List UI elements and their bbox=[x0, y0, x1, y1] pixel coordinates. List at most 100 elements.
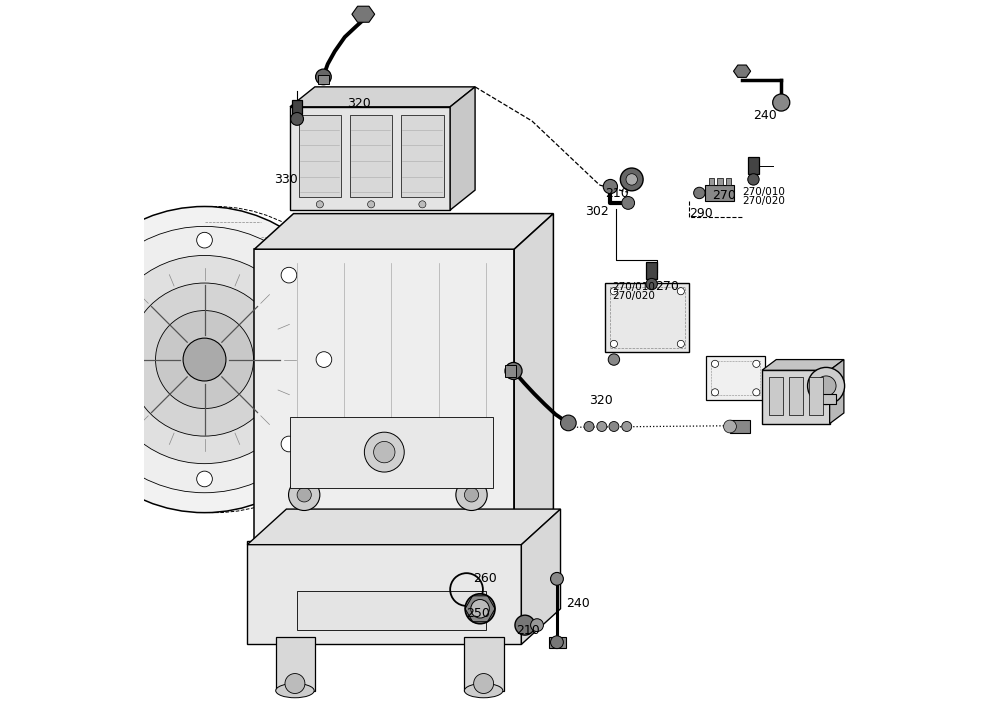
Circle shape bbox=[711, 389, 719, 396]
Bar bbox=[276, 637, 315, 691]
Circle shape bbox=[531, 619, 543, 632]
Bar bbox=[789, 377, 803, 415]
Circle shape bbox=[297, 488, 311, 502]
Circle shape bbox=[773, 94, 790, 111]
Circle shape bbox=[646, 278, 657, 290]
Polygon shape bbox=[450, 87, 475, 210]
Polygon shape bbox=[352, 6, 375, 22]
Bar bbox=[769, 377, 783, 415]
Circle shape bbox=[71, 226, 338, 493]
Circle shape bbox=[677, 288, 684, 295]
Text: 320: 320 bbox=[347, 97, 371, 110]
Bar bbox=[247, 541, 521, 644]
Text: 270: 270 bbox=[712, 189, 736, 202]
Circle shape bbox=[316, 201, 323, 208]
Bar bbox=[610, 287, 685, 348]
Circle shape bbox=[368, 201, 375, 208]
Text: 270/010: 270/010 bbox=[612, 282, 655, 292]
Text: 270/010: 270/010 bbox=[742, 187, 785, 197]
Bar bbox=[299, 115, 341, 197]
Circle shape bbox=[603, 179, 617, 194]
Circle shape bbox=[374, 441, 395, 463]
Text: 270/020: 270/020 bbox=[612, 291, 655, 301]
Circle shape bbox=[156, 310, 254, 409]
Circle shape bbox=[808, 367, 845, 404]
Bar bbox=[717, 178, 723, 185]
Circle shape bbox=[285, 674, 305, 693]
Circle shape bbox=[100, 256, 309, 464]
Bar bbox=[318, 75, 329, 84]
Circle shape bbox=[456, 479, 487, 511]
Text: 210: 210 bbox=[516, 624, 540, 637]
Polygon shape bbox=[830, 360, 844, 424]
Circle shape bbox=[620, 168, 643, 191]
Circle shape bbox=[584, 422, 594, 431]
Text: 290: 290 bbox=[689, 207, 712, 220]
Circle shape bbox=[816, 376, 836, 396]
Circle shape bbox=[379, 603, 390, 614]
Circle shape bbox=[622, 197, 635, 209]
Circle shape bbox=[551, 572, 563, 585]
Circle shape bbox=[753, 389, 760, 396]
Bar bbox=[350, 115, 392, 197]
Text: 270: 270 bbox=[655, 281, 679, 293]
Ellipse shape bbox=[464, 684, 503, 698]
Bar bbox=[401, 115, 444, 197]
Circle shape bbox=[316, 352, 332, 367]
Bar bbox=[254, 249, 514, 545]
Bar bbox=[730, 420, 750, 433]
Circle shape bbox=[677, 340, 684, 347]
Circle shape bbox=[128, 283, 281, 436]
Text: 240: 240 bbox=[566, 597, 590, 610]
Bar bbox=[605, 283, 689, 352]
Bar bbox=[290, 417, 493, 488]
Polygon shape bbox=[290, 87, 475, 107]
Bar bbox=[762, 370, 830, 424]
Circle shape bbox=[465, 594, 495, 624]
Polygon shape bbox=[762, 360, 844, 370]
Bar bbox=[290, 107, 450, 210]
Text: 250: 250 bbox=[466, 607, 490, 620]
Circle shape bbox=[515, 615, 535, 635]
Bar bbox=[292, 100, 302, 114]
Circle shape bbox=[748, 174, 759, 185]
Bar bbox=[809, 377, 823, 415]
Circle shape bbox=[561, 415, 576, 431]
Circle shape bbox=[610, 288, 617, 295]
Circle shape bbox=[364, 432, 404, 472]
Bar bbox=[297, 591, 486, 630]
Text: 320: 320 bbox=[589, 394, 613, 407]
Circle shape bbox=[471, 600, 489, 618]
Circle shape bbox=[474, 674, 494, 693]
Circle shape bbox=[197, 232, 212, 248]
Circle shape bbox=[197, 471, 212, 487]
Ellipse shape bbox=[276, 684, 314, 698]
Text: 240: 240 bbox=[753, 109, 777, 122]
Circle shape bbox=[464, 488, 479, 502]
Text: 260: 260 bbox=[473, 572, 497, 585]
Circle shape bbox=[51, 206, 358, 513]
Circle shape bbox=[112, 267, 128, 283]
Circle shape bbox=[289, 479, 320, 511]
Circle shape bbox=[724, 420, 736, 433]
Polygon shape bbox=[521, 509, 561, 644]
Bar bbox=[464, 637, 504, 691]
Circle shape bbox=[608, 354, 620, 365]
Circle shape bbox=[316, 69, 331, 85]
Circle shape bbox=[281, 267, 297, 283]
Text: 270/020: 270/020 bbox=[742, 196, 785, 206]
Bar bbox=[748, 157, 759, 174]
Circle shape bbox=[112, 436, 128, 452]
Circle shape bbox=[291, 112, 303, 125]
Circle shape bbox=[622, 422, 632, 431]
Text: 302: 302 bbox=[585, 205, 609, 218]
Circle shape bbox=[551, 636, 563, 649]
Circle shape bbox=[609, 422, 619, 431]
Circle shape bbox=[281, 436, 297, 452]
Circle shape bbox=[694, 187, 705, 199]
Polygon shape bbox=[247, 509, 561, 545]
Bar bbox=[726, 178, 731, 185]
Text: 210: 210 bbox=[605, 187, 629, 200]
Circle shape bbox=[626, 174, 637, 185]
Circle shape bbox=[753, 360, 760, 367]
